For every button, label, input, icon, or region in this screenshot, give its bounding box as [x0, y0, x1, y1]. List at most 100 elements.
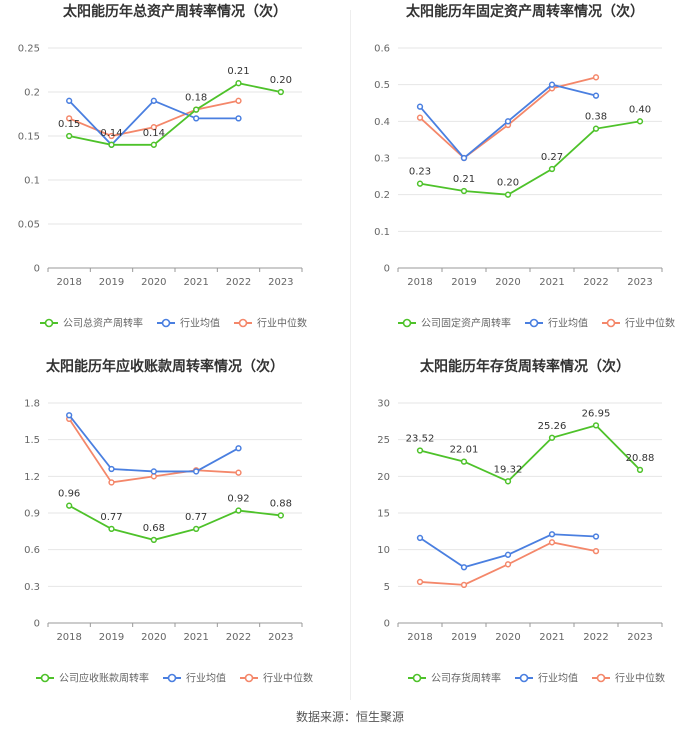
series-line-company — [68, 504, 281, 541]
data-point-avg — [193, 115, 200, 122]
data-point-avg — [150, 97, 157, 104]
legend-marker — [167, 673, 177, 683]
data-point-median — [504, 561, 512, 568]
data-point-company — [277, 512, 284, 519]
x-tick-label: 2023 — [268, 277, 293, 288]
legend-label: 行业均值 — [180, 317, 220, 330]
x-tick-label: 2018 — [56, 277, 81, 288]
data-label: 19.32 — [494, 464, 523, 475]
data-label: 0.92 — [227, 494, 249, 505]
data-point-avg — [193, 468, 200, 475]
legend-label: 行业中位数 — [263, 672, 313, 685]
legend-marker — [529, 318, 539, 328]
data-point-company — [416, 447, 424, 454]
y-tick-label: 1.8 — [24, 399, 40, 410]
data-label: 0.27 — [541, 152, 563, 163]
legend-item-company[interactable]: 公司总资产周转率 — [40, 317, 143, 330]
data-label: 26.95 — [582, 408, 611, 419]
data-label: 0.68 — [143, 523, 165, 534]
legend-label: 公司固定资产周转率 — [421, 317, 511, 330]
data-point-median — [460, 581, 468, 589]
x-tick-label: 2022 — [226, 277, 251, 288]
data-point-median — [108, 132, 115, 140]
data-point-avg — [548, 81, 556, 88]
y-tick-label: 0.3 — [374, 154, 390, 165]
x-tick-label: 2023 — [627, 632, 652, 643]
legend-item-company[interactable]: 公司存货周转率 — [408, 672, 501, 685]
data-label: 22.01 — [450, 445, 479, 456]
data-label: 0.21 — [227, 66, 249, 77]
chart-receivables-turnover: 太阳能历年应收账款周转率情况（次） 0 0.3 0.6 0.9 1.2 1.5 1.8 2018… — [24, 358, 313, 685]
data-label: 0.77 — [185, 512, 207, 523]
x-tick-label: 2020 — [495, 277, 520, 288]
data-point-company — [193, 106, 200, 113]
data-point-median — [235, 469, 242, 476]
legend-label: 行业均值 — [186, 672, 226, 685]
data-point-avg — [66, 412, 73, 419]
legend-marker — [519, 673, 529, 683]
y-tick-label: 0.6 — [374, 44, 390, 55]
y-tick-label: 0.9 — [24, 509, 40, 520]
data-label: 0.15 — [58, 119, 80, 130]
data-point-avg — [150, 468, 157, 475]
legend-item-avg[interactable]: 行业均值 — [157, 317, 220, 330]
legend-marker — [412, 673, 422, 683]
legend-item-avg[interactable]: 行业均值 — [515, 672, 578, 685]
legend-item-avg[interactable]: 行业均值 — [525, 317, 588, 330]
y-tick-label: 15 — [377, 509, 390, 520]
data-label: 0.88 — [270, 498, 292, 509]
data-point-company — [504, 478, 512, 485]
legend-marker — [606, 318, 616, 328]
y-tick-label: 0.15 — [18, 132, 40, 143]
legend-item-company[interactable]: 公司应收账款周转率 — [36, 672, 149, 685]
data-source: 数据来源：恒生聚源 — [295, 710, 404, 724]
legend-marker — [40, 673, 50, 683]
x-tick-label: 2022 — [583, 277, 608, 288]
data-point-avg — [504, 118, 512, 125]
y-tick-label: 0.4 — [374, 117, 390, 128]
legend-item-company[interactable]: 公司固定资产周转率 — [398, 317, 511, 330]
legend-marker — [238, 318, 248, 328]
x-tick-label: 2019 — [99, 277, 124, 288]
legend-label: 行业均值 — [548, 317, 588, 330]
legend-marker — [44, 318, 54, 328]
y-tick-label: 0.6 — [24, 545, 40, 556]
data-point-avg — [235, 445, 242, 452]
series-line-company — [419, 120, 641, 196]
legend-item-median[interactable]: 行业中位数 — [602, 317, 675, 330]
legend-item-median[interactable]: 行业中位数 — [240, 672, 313, 685]
x-tick-label: 2021 — [183, 277, 208, 288]
y-tick-label: 0.3 — [24, 582, 40, 593]
legend-item-median[interactable]: 行业中位数 — [234, 317, 307, 330]
data-point-company — [235, 80, 242, 87]
legend-marker — [161, 318, 171, 328]
data-point-median — [416, 578, 424, 586]
chart-title: 太阳能历年存货周转率情况（次） — [420, 358, 630, 375]
data-point-median — [66, 115, 73, 122]
y-tick-label: 0.25 — [18, 44, 40, 55]
data-label: 0.18 — [185, 93, 207, 104]
legend-marker — [244, 673, 254, 683]
legend-label: 公司应收账款周转率 — [59, 672, 149, 685]
data-point-company — [66, 502, 73, 509]
y-tick-label: 25 — [377, 435, 390, 446]
data-point-company — [416, 180, 424, 187]
data-point-median — [592, 547, 600, 555]
x-tick-label: 2022 — [226, 632, 251, 643]
y-tick-label: 30 — [377, 399, 390, 410]
legend-label: 行业中位数 — [615, 672, 665, 685]
data-label: 0.20 — [497, 178, 519, 189]
data-point-company — [460, 458, 468, 465]
data-point-avg — [592, 533, 600, 540]
data-point-median — [416, 114, 424, 121]
data-point-company — [150, 536, 157, 544]
data-label: 0.20 — [270, 75, 292, 86]
x-tick-label: 2021 — [539, 277, 564, 288]
data-point-median — [150, 473, 157, 480]
series-line-company — [68, 82, 282, 146]
legend-item-median[interactable]: 行业中位数 — [592, 672, 665, 685]
data-label: 0.40 — [629, 104, 651, 115]
data-label: 0.77 — [100, 512, 122, 523]
legend-marker — [596, 673, 606, 683]
legend-item-avg[interactable]: 行业均值 — [163, 672, 226, 685]
